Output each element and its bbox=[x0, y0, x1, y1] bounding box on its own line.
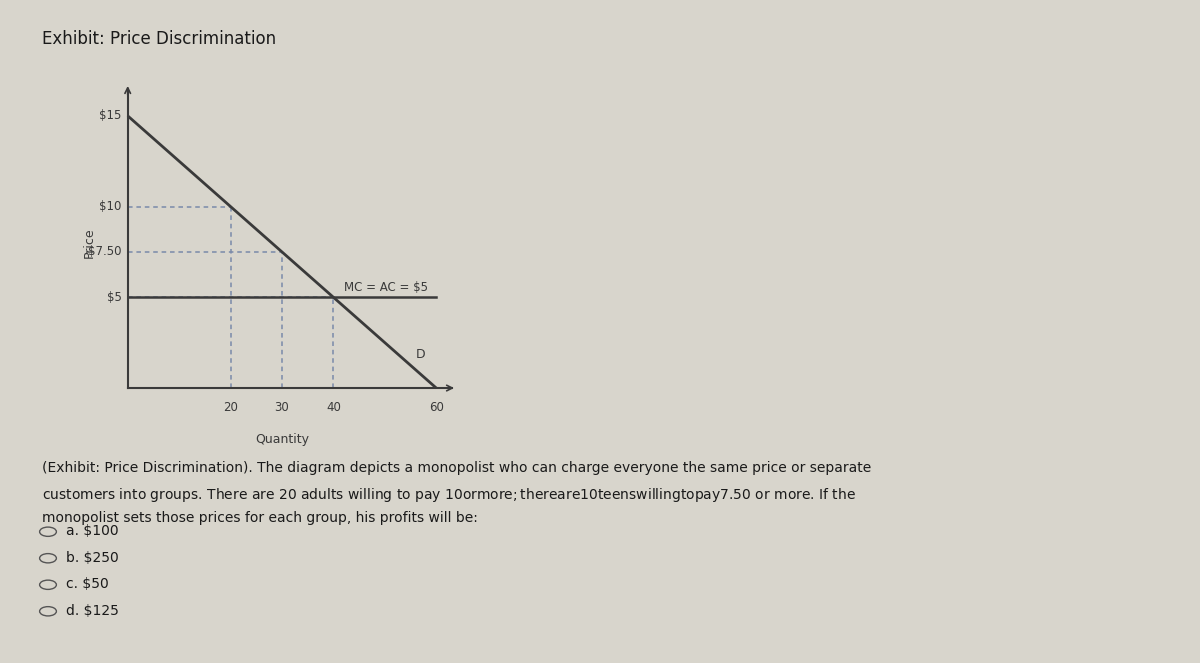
Text: D: D bbox=[416, 348, 426, 361]
Text: Exhibit: Price Discrimination: Exhibit: Price Discrimination bbox=[42, 30, 276, 48]
Text: 20: 20 bbox=[223, 400, 238, 414]
Text: (Exhibit: Price Discrimination). The diagram depicts a monopolist who can charge: (Exhibit: Price Discrimination). The dia… bbox=[42, 461, 871, 475]
Text: b. $250: b. $250 bbox=[66, 551, 119, 565]
Text: customers into groups. There are 20 adults willing to pay $10 or more; there are: customers into groups. There are 20 adul… bbox=[42, 486, 856, 504]
Text: $15: $15 bbox=[100, 109, 121, 123]
Text: Price: Price bbox=[83, 227, 96, 258]
Text: c. $50: c. $50 bbox=[66, 577, 109, 591]
Text: a. $100: a. $100 bbox=[66, 524, 119, 538]
Text: 40: 40 bbox=[326, 400, 341, 414]
Text: 30: 30 bbox=[275, 400, 289, 414]
Text: d. $125: d. $125 bbox=[66, 604, 119, 618]
Text: 60: 60 bbox=[428, 400, 444, 414]
Text: monopolist sets those prices for each group, his profits will be:: monopolist sets those prices for each gr… bbox=[42, 511, 478, 525]
Text: MC = AC = $5: MC = AC = $5 bbox=[343, 280, 427, 294]
Text: $10: $10 bbox=[100, 200, 121, 213]
Text: $7.50: $7.50 bbox=[88, 245, 121, 259]
Text: $5: $5 bbox=[107, 291, 121, 304]
Text: Quantity: Quantity bbox=[256, 434, 310, 446]
